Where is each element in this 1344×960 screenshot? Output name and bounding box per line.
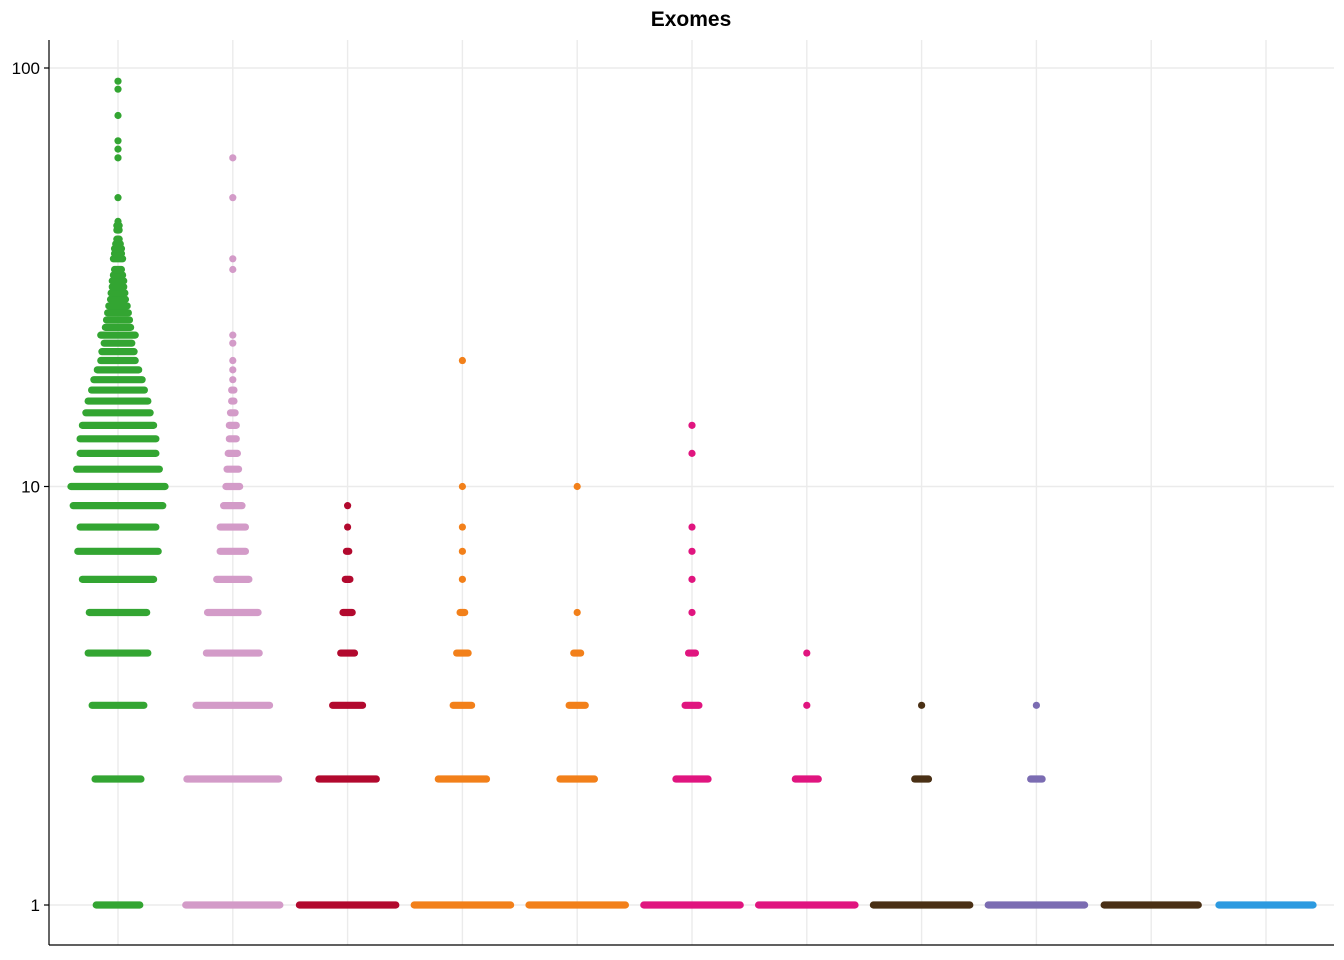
point-s6-2	[803, 701, 811, 709]
point-s5-4	[688, 608, 696, 617]
point-s1-17	[229, 376, 237, 384]
series-6	[754, 649, 859, 909]
point-s5-5	[688, 575, 696, 583]
y-tick-label-0: 1	[31, 896, 40, 915]
series-7	[869, 701, 974, 909]
point-s3-7	[458, 523, 466, 531]
point-s3-6	[458, 547, 466, 555]
point-s1-24	[229, 194, 237, 202]
y-axis-ticks: 1 10 100	[12, 59, 49, 915]
series-3	[410, 356, 515, 909]
axes	[48, 40, 1334, 946]
point-s6-3	[803, 649, 811, 657]
point-s1-25	[229, 154, 237, 162]
point-s7-2	[918, 701, 926, 709]
point-s1-19	[229, 356, 237, 365]
point-s3-8	[458, 482, 466, 491]
point-s2-7	[344, 523, 352, 531]
grid-lines	[49, 40, 1334, 945]
point-s0-42	[114, 154, 122, 162]
point-s0-47	[114, 77, 122, 85]
point-s5-7	[688, 523, 696, 531]
point-s1-18	[229, 366, 237, 374]
point-s0-44	[114, 137, 122, 145]
series-1	[182, 154, 284, 909]
point-s0-46	[114, 85, 122, 93]
point-s3-5	[458, 575, 466, 583]
point-s0-40	[114, 217, 122, 225]
series-0	[67, 77, 169, 909]
point-s0-41	[114, 194, 122, 202]
point-s1-20	[229, 339, 237, 347]
series-5	[640, 421, 744, 909]
point-s5-8	[688, 449, 696, 457]
point-s8-2	[1032, 701, 1040, 709]
data-points	[67, 77, 1317, 909]
point-s1-23	[229, 255, 237, 263]
point-s4-5	[573, 482, 581, 491]
point-s3-9	[458, 356, 466, 365]
point-s5-6	[688, 547, 696, 555]
point-s1-21	[229, 331, 237, 339]
point-s0-45	[114, 111, 122, 120]
point-s1-22	[229, 265, 237, 274]
series-4	[525, 482, 630, 909]
series-8	[984, 701, 1089, 909]
point-s4-4	[573, 608, 581, 617]
chart-title: Exomes	[651, 8, 732, 31]
point-s0-43	[114, 145, 122, 153]
series-2	[295, 502, 400, 909]
point-s5-9	[688, 421, 696, 429]
y-tick-label-2: 100	[12, 59, 40, 78]
y-tick-label-1: 10	[21, 478, 40, 497]
point-s2-8	[344, 502, 352, 510]
